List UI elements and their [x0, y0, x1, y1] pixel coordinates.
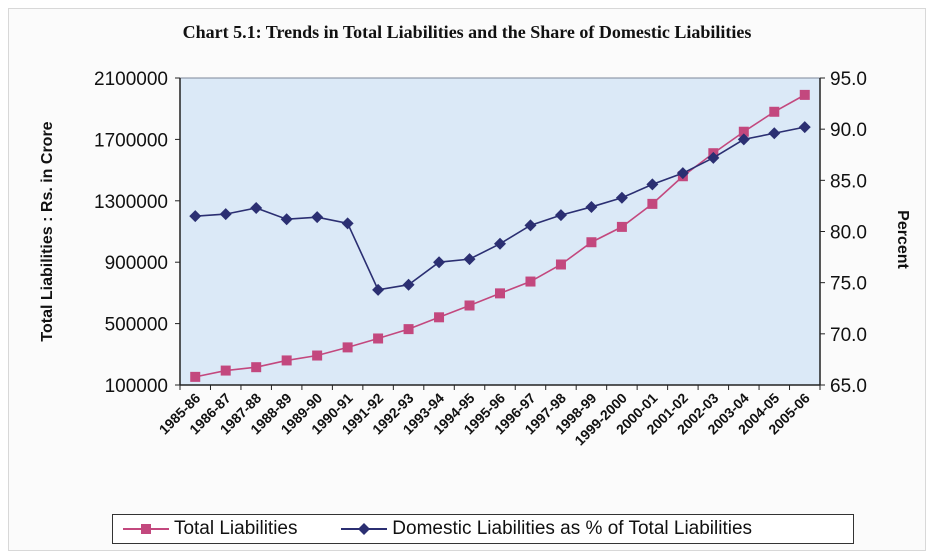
x-tick-labels: 1985-861986-871987-881988-891989-901990-…: [156, 390, 813, 449]
data-point-domestic-share: [463, 253, 476, 266]
legend-item-total-liabilities: Total Liabilities: [123, 518, 298, 540]
y-axis-label-left: Total Liabilities : Rs. in Crore: [39, 121, 56, 341]
chart-title: Chart 5.1: Trends in Total Liabilities a…: [182, 22, 752, 42]
data-point-total-liabilities: [281, 355, 292, 366]
data-point-total-liabilities: [434, 312, 445, 323]
y-tick-label-right: 80.0: [830, 223, 867, 244]
data-point-domestic-share: [341, 217, 354, 230]
data-point-domestic-share: [250, 201, 263, 214]
legend-swatch-diamond: [341, 522, 387, 535]
data-point-total-liabilities: [373, 333, 384, 344]
data-point-domestic-share: [676, 167, 689, 180]
legend: Total Liabilities Domestic Liabilities a…: [112, 514, 854, 544]
y-tick-label-right: 90.0: [830, 120, 867, 141]
y-tick-label-left: 500000: [105, 315, 168, 336]
data-point-domestic-share: [524, 219, 537, 232]
data-point-domestic-share: [494, 237, 506, 250]
y-tick-label-right: 65.0: [830, 376, 867, 397]
data-point-domestic-share: [219, 208, 232, 221]
data-point-total-liabilities: [464, 300, 475, 311]
data-point-total-liabilities: [738, 126, 749, 137]
plot-area: [179, 77, 821, 386]
data-point-domestic-share: [707, 151, 720, 164]
y-tick-label-left: 2100000: [94, 69, 168, 90]
data-point-domestic-share: [798, 121, 811, 134]
data-point-domestic-share: [768, 127, 781, 140]
data-point-domestic-share: [433, 256, 446, 269]
series-total-liabilities: [190, 89, 810, 382]
y-tick-label-right: 70.0: [830, 325, 867, 346]
y-tick-label-left: 1700000: [94, 130, 168, 151]
legend-swatch-square: [123, 523, 169, 534]
y-tick-label-left: 1300000: [94, 192, 168, 213]
data-point-total-liabilities: [495, 288, 505, 299]
data-point-total-liabilities: [342, 342, 353, 353]
y-tick-label-left: 100000: [105, 376, 168, 397]
data-point-domestic-share: [585, 200, 598, 213]
y-tick-label-right: 75.0: [830, 274, 867, 295]
data-point-domestic-share: [737, 133, 750, 146]
data-point-total-liabilities: [525, 276, 536, 287]
data-point-total-liabilities: [220, 365, 231, 376]
data-point-total-liabilities: [586, 237, 597, 248]
data-point-total-liabilities: [769, 106, 780, 117]
y-tick-label-right: 95.0: [830, 69, 867, 90]
data-point-total-liabilities: [251, 362, 262, 373]
data-point-total-liabilities: [799, 89, 810, 100]
data-point-domestic-share: [615, 191, 628, 204]
data-point-domestic-share: [311, 211, 324, 224]
data-point-domestic-share: [402, 278, 415, 291]
legend-item-domestic-share: Domestic Liabilities as % of Total Liabi…: [341, 518, 752, 540]
data-point-total-liabilities: [403, 324, 414, 335]
data-point-domestic-share: [554, 209, 567, 222]
axes: 2100000 1700000 1300000 900000 500000 100000 9…: [94, 69, 867, 397]
legend-label-total: Total Liabilities: [173, 518, 298, 539]
data-point-total-liabilities: [616, 221, 627, 232]
data-point-total-liabilities: [647, 198, 658, 209]
y-axis-label-right: Percent: [894, 210, 911, 269]
data-point-total-liabilities: [190, 371, 201, 382]
legend-label-domestic: Domestic Liabilities as % of Total Liabi…: [392, 518, 753, 539]
data-point-total-liabilities: [555, 259, 566, 270]
data-point-domestic-share: [189, 210, 202, 223]
data-point-domestic-share: [372, 283, 385, 296]
y-tick-label-left: 900000: [105, 253, 168, 274]
data-point-domestic-share: [280, 213, 293, 226]
series-domestic-share: [189, 121, 811, 296]
data-point-total-liabilities: [312, 350, 323, 361]
y-tick-label-right: 85.0: [830, 171, 867, 192]
data-point-domestic-share: [646, 178, 659, 191]
